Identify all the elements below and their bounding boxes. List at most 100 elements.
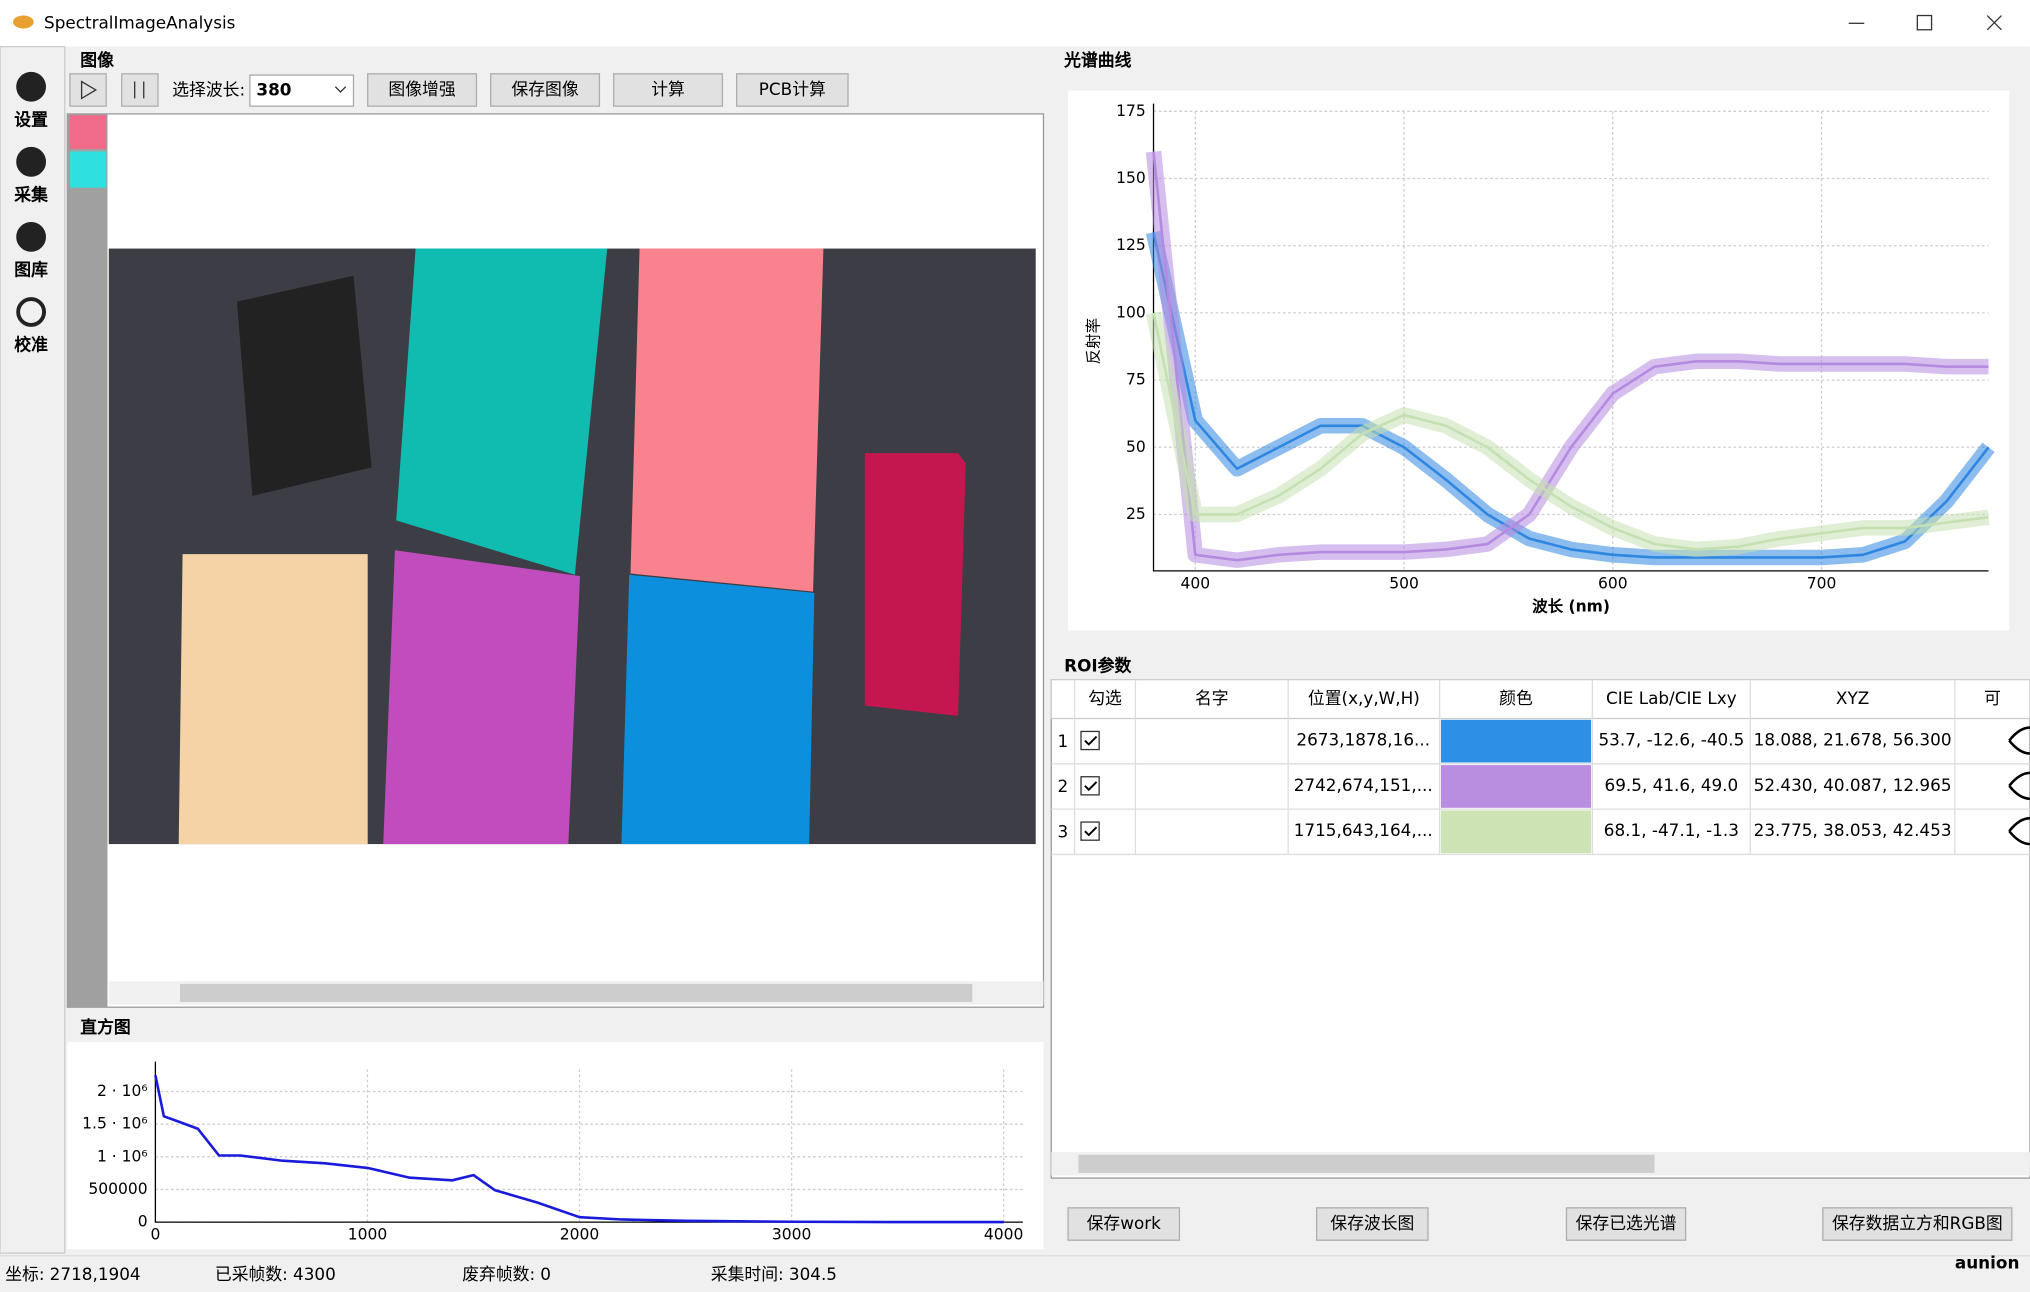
wavelength-label: 选择波长: xyxy=(172,80,245,100)
panel-title: 直方图 xyxy=(80,1017,130,1037)
play-button[interactable] xyxy=(69,73,107,107)
x-tick-label: 2000 xyxy=(560,1226,600,1244)
photo-object xyxy=(396,248,608,575)
photo-object xyxy=(630,248,824,592)
roi-position: 2742,674,151,... xyxy=(1294,775,1433,795)
y-tick-label: 25 xyxy=(1126,505,1146,523)
x-tick-label: 500 xyxy=(1389,574,1419,592)
panel-title: 光谱曲线 xyxy=(1063,50,1131,70)
roi-color xyxy=(1440,765,1592,808)
roi-color xyxy=(1440,719,1592,763)
toolbar-button[interactable] xyxy=(736,73,849,107)
toolbar-button[interactable] xyxy=(367,73,478,107)
roi-color xyxy=(1440,810,1592,854)
status-value: 2718,1904 xyxy=(50,1264,141,1284)
column-header: XYZ xyxy=(1836,688,1869,708)
roi-lab: 68.1, -47.1, -1.3 xyxy=(1604,820,1739,840)
table-header xyxy=(1050,679,2030,720)
series-line xyxy=(1152,231,1990,559)
series-line xyxy=(1152,312,1989,551)
action-button-label: 保存已选光谱 xyxy=(1576,1213,1677,1233)
photo-object xyxy=(178,554,368,845)
roi-xyz: 18.088, 21.678, 56.300 xyxy=(1754,730,1952,750)
x-tick-label: 4000 xyxy=(984,1226,1024,1244)
y-tick-label: 100 xyxy=(1116,303,1146,321)
status-label: 采集时间: xyxy=(711,1264,784,1284)
sidebar-icon[interactable] xyxy=(16,297,46,327)
y-axis-label: 反射率 xyxy=(1084,318,1102,365)
roi-tool[interactable] xyxy=(69,115,107,149)
column-header: 颜色 xyxy=(1499,688,1533,708)
visibility-icon[interactable] xyxy=(2008,816,2030,846)
action-button[interactable] xyxy=(1565,1207,1687,1241)
close-button[interactable] xyxy=(1986,15,2002,31)
maximize-button[interactable] xyxy=(1916,14,1933,31)
row-index: 1 xyxy=(1058,731,1069,751)
toolbar-button[interactable] xyxy=(613,73,724,107)
x-tick-label: 1000 xyxy=(348,1226,388,1244)
chart: 400 500 600 700 25 50 75 100 125 150 175 波长 (nm) 反射率 xyxy=(1084,102,1995,616)
roi-lab: 69.5, 41.6, 49.0 xyxy=(1605,775,1739,795)
roi-xyz: 23.775, 38.053, 42.453 xyxy=(1754,820,1952,840)
sidebar-icon[interactable] xyxy=(16,222,46,252)
play-icon xyxy=(80,80,98,100)
roi-table xyxy=(1050,679,2030,1179)
toolbar-button-label: PCB计算 xyxy=(759,79,826,99)
y-tick-label: 2 · 10⁶ xyxy=(97,1082,148,1100)
x-tick-label: 3000 xyxy=(772,1226,812,1244)
x-tick-label: 0 xyxy=(150,1226,160,1244)
sidebar-label: 图库 xyxy=(14,260,48,280)
action-button-label: 保存波长图 xyxy=(1330,1213,1414,1233)
window-title: SpectralImageAnalysis xyxy=(44,12,235,32)
action-button[interactable] xyxy=(1067,1207,1181,1241)
y-tick-label: 175 xyxy=(1116,102,1146,120)
y-tick-label: 50 xyxy=(1126,438,1146,456)
sidebar-icon[interactable] xyxy=(16,71,46,102)
status-label: 废弃帧数: xyxy=(462,1264,535,1284)
sidebar-icon[interactable] xyxy=(16,146,46,177)
column-header: 位置(x,y,W,H) xyxy=(1308,688,1420,708)
y-tick-label: 1.5 · 10⁶ xyxy=(82,1115,147,1133)
y-tick-label: 500000 xyxy=(88,1180,147,1198)
scroll-thumb[interactable] xyxy=(1078,1154,1655,1173)
action-button[interactable] xyxy=(1822,1207,2013,1241)
status-label: 已采帧数: xyxy=(215,1264,288,1284)
x-tick-label: 600 xyxy=(1598,574,1628,592)
toolbar-button[interactable] xyxy=(490,73,601,107)
checkbox[interactable] xyxy=(1080,776,1100,796)
column-header: 勾选 xyxy=(1088,688,1122,708)
scroll-thumb[interactable] xyxy=(179,983,973,1003)
visibility-icon[interactable] xyxy=(2008,771,2030,801)
sidebar-label: 采集 xyxy=(13,184,48,204)
sidebar-label: 校准 xyxy=(14,335,48,355)
roi-position: 1715,643,164,... xyxy=(1294,820,1433,840)
y-tick-label: 125 xyxy=(1116,236,1146,254)
watermark: aunion xyxy=(1955,1253,2020,1273)
checkbox[interactable] xyxy=(1080,730,1100,751)
x-tick-label: 700 xyxy=(1807,574,1837,592)
y-tick-label: 0 xyxy=(138,1213,148,1231)
visibility-icon[interactable] xyxy=(2008,726,2030,755)
app-icon xyxy=(12,15,34,29)
pause-button[interactable] xyxy=(121,73,159,107)
panel-title: ROI参数 xyxy=(1064,656,1131,676)
sidebar-label: 设置 xyxy=(14,109,48,129)
toolbar-button-label: 计算 xyxy=(651,79,685,99)
status-value: 0 xyxy=(540,1264,551,1284)
row-index: 2 xyxy=(1058,776,1069,796)
series-line xyxy=(154,1074,1004,1224)
action-button[interactable] xyxy=(1315,1207,1429,1241)
status-value: 304.5 xyxy=(789,1264,837,1284)
wavelength-combo[interactable] xyxy=(249,74,355,107)
view-tool[interactable] xyxy=(69,151,107,188)
row-index: 3 xyxy=(1058,821,1069,841)
checkbox[interactable] xyxy=(1080,821,1100,841)
column-header: 名字 xyxy=(1195,688,1229,708)
checkmark xyxy=(1084,781,1098,792)
chart: 0 1000 2000 3000 4000 0 500000 1 · 10⁶ 1.5 · 10⁶… xyxy=(82,1061,1024,1244)
title-bar xyxy=(0,0,2030,47)
pause-icon xyxy=(134,81,145,99)
toolbar-button-label: 图像增强 xyxy=(388,79,455,99)
